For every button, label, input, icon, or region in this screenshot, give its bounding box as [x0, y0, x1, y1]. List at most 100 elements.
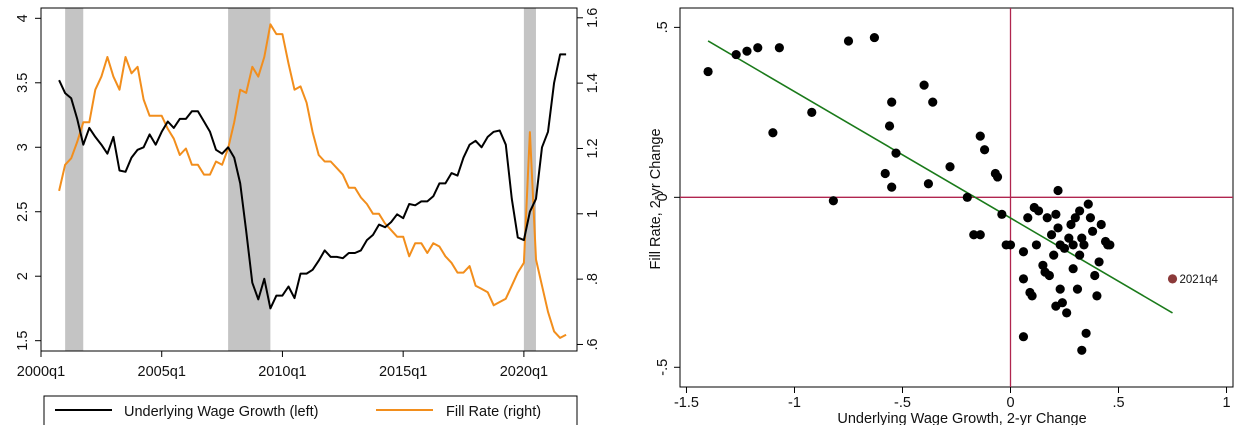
scatter-point	[979, 145, 990, 155]
scatter-point	[1033, 206, 1044, 216]
scatter-point	[1092, 291, 1102, 301]
scatter-point	[753, 43, 763, 53]
scatter-point	[997, 209, 1007, 219]
recession-bands	[65, 8, 536, 351]
scatter-point	[703, 66, 713, 77]
scatter-point	[1094, 257, 1104, 267]
line-chart: 2000q1 2005q1 2010q1 2015q1 2020q1 1.5 2 2.5 3 3…	[15, 7, 601, 425]
scatter-point	[1096, 219, 1106, 230]
scatter-x-label: Underlying Wage Growth, 2-yr Change	[837, 411, 1086, 425]
scatter-point	[1027, 291, 1037, 301]
left-y-tick-label: 2	[15, 272, 31, 280]
scatter-point	[1018, 274, 1029, 284]
scatter-point	[828, 196, 838, 206]
x-tick-label: 2000q1	[17, 364, 65, 380]
scatter-point	[807, 107, 817, 117]
line-chart-right-axis: .6 .8 1 1.2 1.4 1.6	[577, 8, 601, 351]
scatter-x-tick-label: -1	[788, 395, 801, 411]
scatter-point	[1075, 206, 1085, 216]
scatter-x-tick-label: -.5	[894, 395, 911, 411]
line-chart-plot-frame	[40, 7, 578, 352]
highlight-label: 2021q4	[1180, 274, 1219, 286]
scatter-point	[1087, 226, 1098, 236]
scatter-point	[1062, 308, 1072, 318]
scatter-point	[1072, 284, 1083, 294]
fitted-line	[707, 40, 1173, 314]
recession-band	[65, 8, 84, 351]
zero-reference-lines	[680, 8, 1233, 387]
scatter-point	[1005, 240, 1016, 250]
scatter-point	[1018, 247, 1029, 257]
left-y-tick-label: 2.5	[15, 202, 31, 222]
scatter-point	[1068, 264, 1078, 274]
scatter-point	[1046, 230, 1057, 240]
scatter-y-axis: -.5 0 .5	[655, 21, 680, 376]
scatter-point	[891, 148, 901, 158]
scatter-point	[1018, 332, 1029, 342]
scatter-point	[1081, 328, 1091, 338]
scatter-point	[880, 168, 890, 179]
highlight-point	[1167, 274, 1178, 284]
recession-band	[523, 8, 536, 351]
right-y-tick-label: 1.2	[585, 138, 601, 158]
scatter-point	[1051, 209, 1061, 219]
scatter-point	[1064, 233, 1074, 243]
scatter-point	[992, 172, 1003, 182]
scatter-point	[768, 128, 778, 138]
scatter-point	[843, 36, 854, 46]
scatter-point	[1057, 298, 1067, 308]
left-y-tick-label: 3	[15, 143, 31, 151]
scatter-point	[975, 230, 985, 240]
wage-growth-line	[58, 53, 567, 310]
x-tick-label: 2015q1	[379, 364, 427, 380]
scatter-point	[928, 97, 938, 107]
scatter-y-tick-label: 0	[655, 193, 671, 201]
legend: Underlying Wage Growth (left) Fill Rate …	[43, 395, 578, 425]
right-y-tick-label: 1	[585, 210, 601, 218]
scatter-point	[1053, 223, 1063, 233]
scatter-chart: -1.5 -1 -.5 0 .5 1 -.5 0 .5 2021q4 Underlying W…	[648, 7, 1234, 425]
left-y-tick-label: 4	[15, 14, 31, 22]
right-y-tick-label: .8	[585, 273, 601, 285]
scatter-point	[1070, 213, 1080, 223]
scatter-point	[1083, 199, 1093, 209]
scatter-point	[923, 179, 934, 189]
right-y-tick-label: 1.4	[585, 73, 601, 93]
scatter-x-tick-label: 0	[1006, 395, 1014, 411]
scatter-point	[1049, 250, 1059, 260]
scatter-y-tick-label: -.5	[655, 359, 671, 376]
scatter-point	[1031, 240, 1042, 250]
scatter-point	[1090, 270, 1100, 281]
scatter-point	[1066, 219, 1076, 230]
scatter-point	[1075, 250, 1085, 260]
scatter-point	[742, 46, 752, 56]
line-chart-x-axis: 2000q1 2005q1 2010q1 2015q1 2020q1	[17, 351, 548, 380]
scatter-points	[703, 32, 1115, 355]
scatter-point	[1059, 243, 1070, 253]
scatter-x-tick-label: .5	[1112, 395, 1124, 411]
highlight-point-2021q4	[1167, 274, 1178, 284]
scatter-point	[945, 162, 955, 172]
scatter-point	[887, 97, 897, 107]
x-tick-label: 2005q1	[138, 364, 186, 380]
recession-band	[228, 8, 271, 351]
scatter-point	[975, 131, 985, 141]
scatter-y-tick-label: .5	[655, 21, 671, 33]
scatter-point	[1053, 185, 1063, 196]
scatter-point	[962, 192, 972, 202]
scatter-x-axis: -1.5 -1 -.5 0 .5 1	[674, 387, 1231, 411]
right-y-tick-label: 1.6	[585, 8, 601, 28]
scatter-point	[1079, 240, 1089, 250]
fill-rate-line	[58, 23, 567, 339]
scatter-point	[884, 121, 895, 131]
legend-wage-label: Underlying Wage Growth (left)	[124, 404, 318, 420]
scatter-y-label: Fill Rate, 2-yr Change	[648, 128, 664, 269]
scatter-point	[1068, 240, 1078, 250]
line-chart-left-axis: 1.5 2 2.5 3 3.5 4	[15, 14, 41, 351]
scatter-point	[731, 49, 741, 60]
scatter-point	[887, 182, 897, 192]
x-tick-label: 2020q1	[500, 364, 548, 380]
scatter-point	[1105, 240, 1115, 250]
scatter-point	[1044, 270, 1054, 281]
